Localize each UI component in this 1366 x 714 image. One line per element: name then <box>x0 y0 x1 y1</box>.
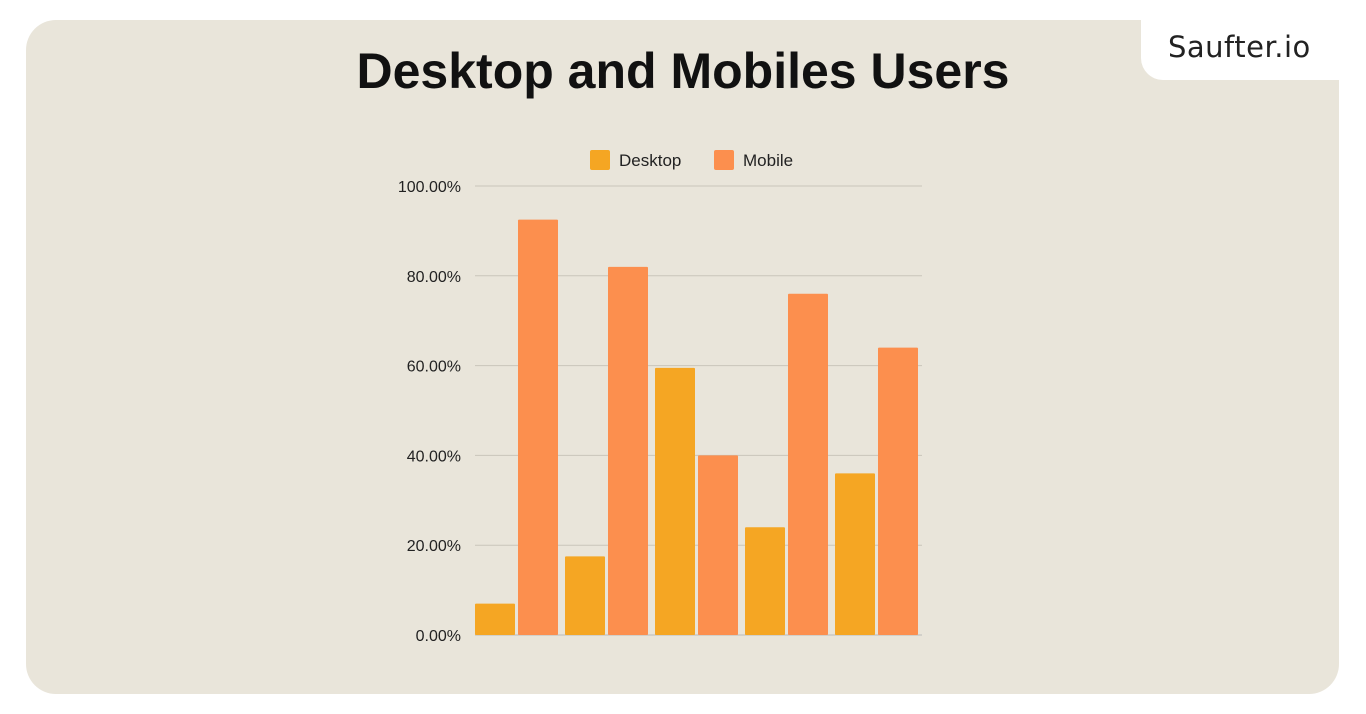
y-tick-label: 80.00% <box>407 269 461 286</box>
bar-mobile <box>698 455 738 635</box>
y-tick-label: 60.00% <box>407 359 461 376</box>
bar-desktop <box>835 473 875 635</box>
bar-desktop <box>745 527 785 635</box>
y-tick-label: 0.00% <box>416 628 461 645</box>
legend-swatch-mobile <box>714 150 734 170</box>
bar-mobile <box>788 293 828 635</box>
bar-mobile <box>608 266 648 635</box>
logo-tab <box>1141 0 1366 80</box>
bar-desktop <box>475 603 515 635</box>
legend-label-mobile: Mobile <box>743 151 793 170</box>
legend-swatch-desktop <box>590 150 610 170</box>
legend-label-desktop: Desktop <box>619 151 681 170</box>
bar-mobile <box>518 219 558 636</box>
brand-logo: Saufter.io <box>1168 30 1311 64</box>
bar-mobile <box>878 347 918 635</box>
y-tick-label: 100.00% <box>398 179 461 196</box>
y-tick-label: 20.00% <box>407 538 461 555</box>
chart-title: Desktop and Mobiles Users <box>356 43 1010 99</box>
bar-desktop <box>565 556 605 635</box>
bar-desktop <box>655 367 695 635</box>
y-tick-label: 40.00% <box>407 448 461 465</box>
